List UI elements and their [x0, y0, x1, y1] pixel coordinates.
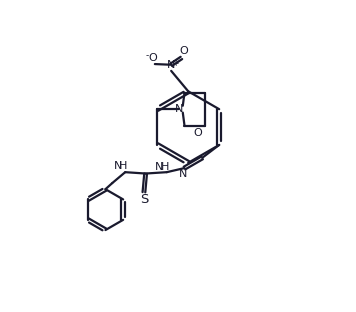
Text: H: H	[119, 161, 127, 171]
Text: N: N	[114, 161, 122, 171]
Text: O: O	[149, 53, 157, 63]
Text: H: H	[161, 162, 169, 172]
Text: O: O	[193, 128, 202, 138]
Text: O: O	[179, 46, 188, 56]
Text: N: N	[167, 60, 176, 70]
Text: N: N	[155, 162, 163, 172]
Text: N: N	[179, 168, 187, 178]
Text: -: -	[146, 51, 149, 60]
Text: S: S	[140, 193, 148, 206]
Text: N: N	[175, 104, 184, 114]
Text: +: +	[172, 59, 179, 68]
